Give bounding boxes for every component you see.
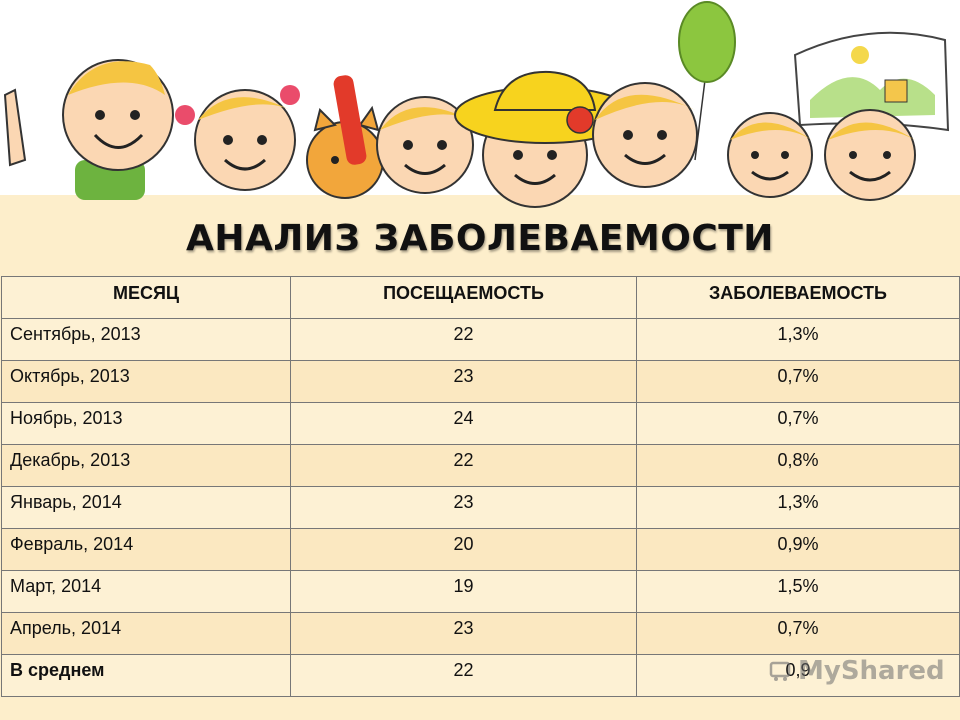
morbidity-table: МЕСЯЦ ПОСЕЩАЕМОСТЬ ЗАБОЛЕВАЕМОСТЬ Сентяб… bbox=[1, 276, 960, 697]
attendance-cell: 22 bbox=[290, 654, 637, 697]
morbidity-cell: 1,5% bbox=[636, 570, 960, 613]
month-cell: Январь, 2014 bbox=[1, 486, 291, 529]
month-cell: В среднем bbox=[1, 654, 291, 697]
morbidity-cell: 0,9 bbox=[636, 654, 960, 697]
attendance-cell: 22 bbox=[290, 444, 637, 487]
kid-5-icon bbox=[727, 112, 813, 198]
attendance-cell: 20 bbox=[290, 528, 637, 571]
attendance-cell: 23 bbox=[290, 486, 637, 529]
watermark-text: MyShared bbox=[798, 656, 945, 686]
morbidity-cell: 0,7% bbox=[636, 612, 960, 655]
cat-icon bbox=[306, 75, 384, 199]
month-cell: Апрель, 2014 bbox=[1, 612, 291, 655]
table-row: Октябрь, 2013 23 0,7% bbox=[1, 360, 960, 403]
column-header-month: МЕСЯЦ bbox=[1, 276, 291, 319]
morbidity-cell: 1,3% bbox=[636, 486, 960, 529]
kid-4-icon bbox=[592, 82, 698, 188]
kid-hat-icon bbox=[454, 70, 636, 208]
table-row: Сентябрь, 2013 22 1,3% bbox=[1, 318, 960, 361]
drawing-board-icon bbox=[793, 31, 950, 132]
morbidity-cell: 1,3% bbox=[636, 318, 960, 361]
month-cell: Декабрь, 2013 bbox=[1, 444, 291, 487]
kid-3-icon bbox=[376, 96, 474, 194]
column-header-morbidity: ЗАБОЛЕВАЕМОСТЬ bbox=[636, 276, 960, 319]
kid-2-icon bbox=[175, 85, 300, 191]
attendance-cell: 23 bbox=[290, 612, 637, 655]
table-row: Ноябрь, 2013 24 0,7% bbox=[1, 402, 960, 445]
morbidity-cell: 0,8% bbox=[636, 444, 960, 487]
month-cell: Март, 2014 bbox=[1, 570, 291, 613]
month-cell: Сентябрь, 2013 bbox=[1, 318, 291, 361]
table-header-row: МЕСЯЦ ПОСЕЩАЕМОСТЬ ЗАБОЛЕВАЕМОСТЬ bbox=[1, 276, 960, 319]
kid-1-icon bbox=[3, 59, 174, 200]
table-row: Март, 2014 19 1,5% bbox=[1, 570, 960, 613]
attendance-cell: 22 bbox=[290, 318, 637, 361]
table-row: Апрель, 2014 23 0,7% bbox=[1, 612, 960, 655]
attendance-cell: 23 bbox=[290, 360, 637, 403]
month-cell: Октябрь, 2013 bbox=[1, 360, 291, 403]
column-header-attendance: ПОСЕЩАЕМОСТЬ bbox=[290, 276, 637, 319]
attendance-cell: 19 bbox=[290, 570, 637, 613]
morbidity-cell: 0,9% bbox=[636, 528, 960, 571]
cart-icon bbox=[769, 661, 791, 681]
month-cell: Ноябрь, 2013 bbox=[1, 402, 291, 445]
page-title: АНАЛИЗ ЗАБОЛЕВАЕМОСТИ bbox=[186, 218, 774, 259]
children-illustration bbox=[0, 0, 960, 215]
table-row: Январь, 2014 23 1,3% bbox=[1, 486, 960, 529]
morbidity-cell: 0,7% bbox=[636, 402, 960, 445]
month-cell: Февраль, 2014 bbox=[1, 528, 291, 571]
balloon-icon bbox=[678, 1, 736, 161]
kid-6-icon bbox=[824, 109, 916, 201]
morbidity-cell: 0,7% bbox=[636, 360, 960, 403]
attendance-cell: 24 bbox=[290, 402, 637, 445]
table-row-average: В среднем 22 0,9 bbox=[1, 654, 960, 697]
table-row: Февраль, 2014 20 0,9% bbox=[1, 528, 960, 571]
watermark: MyShared bbox=[768, 656, 945, 686]
table-row: Декабрь, 2013 22 0,8% bbox=[1, 444, 960, 487]
